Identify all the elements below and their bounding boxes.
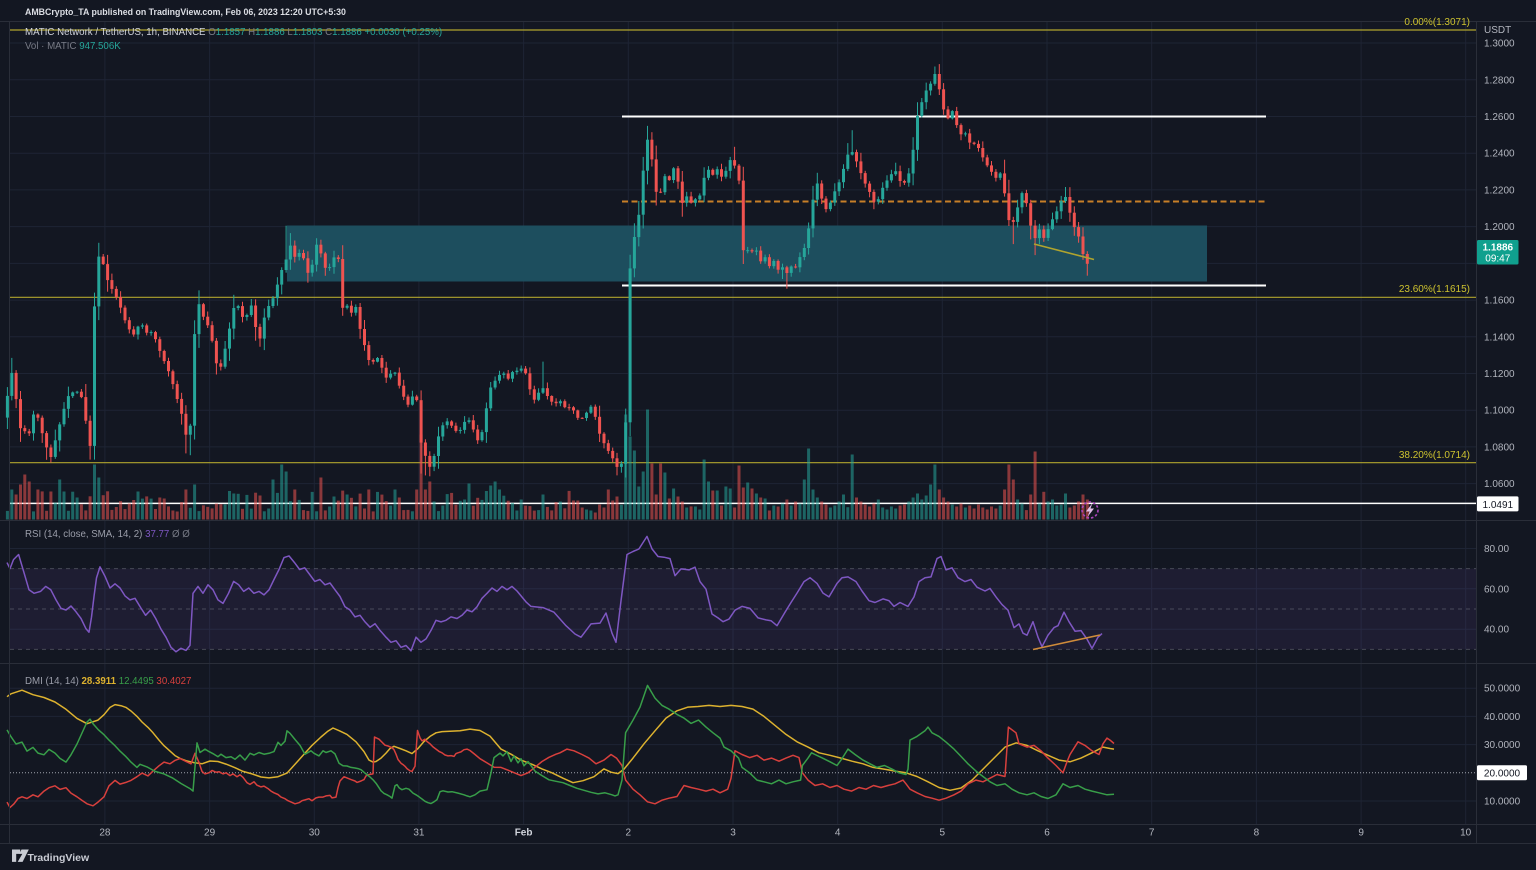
- svg-text:1.3000: 1.3000: [1484, 39, 1515, 50]
- svg-text:1.0800: 1.0800: [1484, 442, 1515, 453]
- svg-text:1.1000: 1.1000: [1484, 406, 1515, 417]
- svg-text:20.0000: 20.0000: [1484, 768, 1521, 779]
- svg-text:38.20%(1.0714): 38.20%(1.0714): [1399, 450, 1470, 461]
- svg-text:10: 10: [1460, 828, 1472, 839]
- svg-text:8: 8: [1254, 828, 1260, 839]
- svg-text:Vol · MATIC 947.506K: Vol · MATIC 947.506K: [25, 41, 121, 52]
- svg-text:40.00: 40.00: [1484, 625, 1509, 636]
- svg-text:1.1200: 1.1200: [1484, 369, 1515, 380]
- svg-text:1.1886: 1.1886: [1483, 243, 1514, 254]
- svg-text:1.1600: 1.1600: [1484, 296, 1515, 307]
- svg-text:50.0000: 50.0000: [1484, 684, 1521, 695]
- svg-text:29: 29: [204, 828, 216, 839]
- svg-text:6: 6: [1044, 828, 1050, 839]
- svg-text:1.2600: 1.2600: [1484, 112, 1515, 123]
- svg-text:TradingView: TradingView: [28, 852, 90, 864]
- svg-text:RSI (14, close, SMA, 14, 2) 37: RSI (14, close, SMA, 14, 2) 37.77 Ø Ø: [25, 529, 190, 540]
- svg-text:1.0600: 1.0600: [1484, 479, 1515, 490]
- svg-text:1.2200: 1.2200: [1484, 185, 1515, 196]
- svg-text:4: 4: [835, 828, 841, 839]
- svg-text:1.2800: 1.2800: [1484, 75, 1515, 86]
- svg-text:30: 30: [309, 828, 321, 839]
- svg-text:28: 28: [99, 828, 111, 839]
- svg-text:60.00: 60.00: [1484, 584, 1509, 595]
- svg-text:1.0491: 1.0491: [1483, 500, 1514, 511]
- svg-text:7: 7: [1149, 828, 1155, 839]
- svg-text:AMBCrypto_TA published on Trad: AMBCrypto_TA published on TradingView.co…: [25, 7, 346, 17]
- svg-text:23.60%(1.1615): 23.60%(1.1615): [1399, 284, 1470, 295]
- svg-text:1.1400: 1.1400: [1484, 332, 1515, 343]
- svg-text:1.2400: 1.2400: [1484, 149, 1515, 160]
- svg-text:40.0000: 40.0000: [1484, 712, 1521, 723]
- svg-text:10.0000: 10.0000: [1484, 797, 1521, 808]
- svg-text:30.0000: 30.0000: [1484, 740, 1521, 751]
- svg-text:5: 5: [940, 828, 946, 839]
- svg-text:MATIC Network / TetherUS, 1h,: MATIC Network / TetherUS, 1h, BINANCE O1…: [25, 27, 442, 38]
- svg-text:2: 2: [626, 828, 632, 839]
- svg-text:09:47: 09:47: [1485, 254, 1510, 265]
- svg-text:3: 3: [730, 828, 736, 839]
- svg-text:Feb: Feb: [515, 828, 533, 839]
- svg-text:DMI (14, 14) 28.3911 12.4495 3: DMI (14, 14) 28.3911 12.4495 30.4027: [25, 676, 191, 687]
- svg-text:USDT: USDT: [1484, 25, 1511, 36]
- svg-text:31: 31: [413, 828, 425, 839]
- svg-text:1.2000: 1.2000: [1484, 222, 1515, 233]
- svg-text:9: 9: [1358, 828, 1364, 839]
- svg-text:80.00: 80.00: [1484, 544, 1509, 555]
- svg-text:0.00%(1.3071): 0.00%(1.3071): [1404, 17, 1470, 28]
